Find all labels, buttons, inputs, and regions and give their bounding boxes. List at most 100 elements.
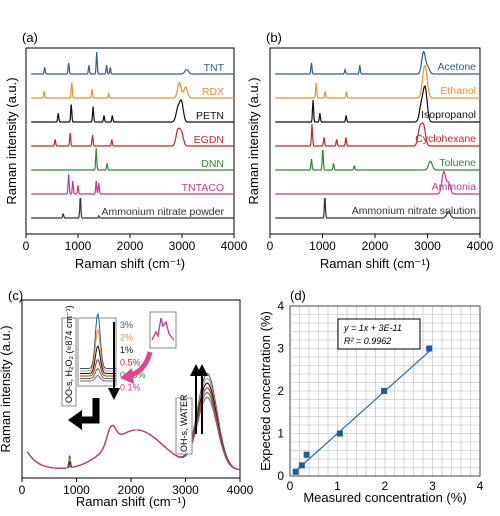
spectrum-petn — [31, 99, 234, 123]
spectrum-ammonia — [275, 170, 480, 195]
concentration-label: 0.5% — [120, 358, 141, 368]
panel-a-spectra — [31, 51, 234, 219]
legend-ammonium-nitrate-solution: Ammonium nitrate solution — [352, 205, 476, 217]
x-tick-label: 3000 — [172, 483, 199, 497]
x-tick-label: 2 — [382, 479, 389, 493]
x-tick-label: 3 — [429, 479, 436, 493]
x-tick-label: 1000 — [63, 483, 90, 497]
data-point — [292, 468, 299, 475]
data-point — [381, 388, 388, 394]
y-tick-label: 1 — [277, 427, 284, 441]
inset-spectrum — [80, 311, 116, 369]
spectrum-rdx — [31, 81, 234, 99]
spectrum-egdn — [31, 127, 234, 147]
legend-cyclohexane: Cyclohexane — [415, 133, 476, 145]
oo-pointer-arrow-head — [68, 410, 82, 430]
inset-spectrum — [80, 358, 116, 377]
legend-dnn: DNN — [201, 158, 224, 170]
legend-petn: PETN — [196, 110, 224, 122]
legend-ammonium-nitrate-powder: Ammonium nitrate powder — [101, 206, 224, 218]
panel-b-spectra — [275, 50, 480, 219]
panel-c-y-label: Raman intensity (a.u.) — [0, 325, 13, 452]
panel-c: (c) OO-s, H₂O₂ (≈874 cm⁻¹) 3%2%1%0.5%0.2… — [0, 288, 254, 509]
panel-d-y-label: Expected concentration (%) — [258, 311, 273, 471]
panel-d-x-ticks: 0 1 2 3 4 — [287, 479, 484, 493]
panel-b-y-label: Raman intensity (a.u.) — [246, 77, 261, 204]
fit-equation: y = 1x + 3E-11 — [343, 323, 402, 333]
panel-c-label: (c) — [8, 288, 23, 303]
x-tick-label: 0 — [287, 479, 294, 493]
oo-pointer-arrow — [80, 398, 100, 424]
inset-oo-peak-spectra — [80, 311, 116, 382]
pink-pointer-arrow-head — [120, 368, 134, 384]
inset-spectrum — [80, 374, 116, 382]
y-tick-label: 3 — [277, 342, 284, 356]
panel-d-label: (d) — [290, 288, 306, 303]
data-point — [298, 462, 305, 469]
fit-r-squared: R² = 0.9962 — [344, 336, 391, 346]
fit-line — [294, 350, 431, 473]
panel-a-x-label: Raman shift (cm⁻¹) — [75, 256, 185, 271]
inset-low-conc-frame — [149, 311, 177, 349]
panel-c-x-ticks: 0 1000 2000 3000 4000 — [19, 478, 254, 497]
spectrum-isopropanol — [275, 84, 480, 123]
oo-peak-label: OO-s, H₂O₂ (≈874 cm⁻¹) — [64, 305, 74, 403]
spectrum-tnt — [31, 51, 234, 75]
spectrum-0-25-pct — [26, 392, 241, 471]
panel-b-x-ticks: 0 1000 2000 3000 4000 — [267, 234, 494, 253]
y-tick-label: 4 — [277, 299, 284, 313]
inset-spectrum — [80, 367, 116, 379]
oh-label-box — [175, 397, 193, 455]
x-tick-label: 2000 — [117, 239, 144, 253]
x-tick-label: 4000 — [221, 239, 248, 253]
legend-rdx: RDX — [202, 86, 224, 98]
panel-d-points — [292, 345, 433, 475]
fit-equation-box — [337, 318, 421, 350]
legend-tnt: TNT — [204, 62, 225, 74]
x-tick-label: 1000 — [309, 239, 336, 253]
legend-acetone: Acetone — [437, 61, 476, 73]
x-tick-label: 4000 — [227, 483, 254, 497]
panel-d-x-label: Measured concentration (%) — [303, 490, 466, 505]
spectrum-ammonium-nitrate-solution — [275, 198, 480, 219]
inset-low-conc-spectrum — [151, 317, 175, 341]
data-point — [336, 430, 343, 437]
y-tick-label: 0 — [277, 469, 284, 483]
x-tick-label: 1 — [334, 479, 341, 493]
y-tick-label: 2 — [277, 384, 284, 398]
concentration-label: 3% — [120, 320, 133, 330]
spectrum-dnn — [31, 147, 234, 171]
x-tick-label: 1000 — [65, 239, 92, 253]
panel-a-x-ticks: 0 1000 2000 3000 4000 — [23, 234, 248, 253]
panel-b-x-label: Raman shift (cm⁻¹) — [320, 256, 430, 271]
legend-ammonia: Ammonia — [432, 181, 477, 193]
x-tick-label: 4 — [477, 479, 484, 493]
legend-toluene: Toluene — [439, 157, 476, 169]
spectrum-ammonium-nitrate-powder — [31, 198, 234, 219]
inset-oo-peak-frame — [77, 317, 117, 387]
legend-isopropanol: Isopropanol — [421, 109, 476, 121]
data-point — [426, 345, 433, 352]
panel-c-spectra — [26, 373, 241, 471]
panel-a-y-label: Raman intensity (a.u.) — [4, 77, 19, 204]
concentration-label: 1% — [120, 345, 133, 355]
spectrum-cyclohexane — [275, 122, 480, 147]
x-tick-label: 2000 — [118, 483, 145, 497]
oh-water-label: OH-s, WATER — [179, 394, 189, 452]
legend-egdn: EGDN — [194, 134, 224, 146]
inset-spectrum — [80, 328, 116, 372]
panel-a-label: (a) — [22, 30, 38, 45]
concentration-label: 0.1% — [120, 383, 141, 393]
inset-spectrum — [80, 345, 116, 374]
spectrum-0-1-pct — [26, 396, 241, 471]
x-tick-label: 0 — [23, 239, 30, 253]
x-tick-label: 3000 — [169, 239, 196, 253]
x-tick-label: 2000 — [362, 239, 389, 253]
spectrum-ethanol — [275, 64, 480, 99]
data-point — [303, 451, 310, 458]
spectrum-0-5-pct — [26, 387, 241, 471]
legend-ethanol: Ethanol — [440, 85, 476, 97]
spectrum-acetone — [275, 50, 480, 75]
panel-d-frame — [289, 305, 481, 477]
spectrum-tntaco — [31, 174, 234, 195]
